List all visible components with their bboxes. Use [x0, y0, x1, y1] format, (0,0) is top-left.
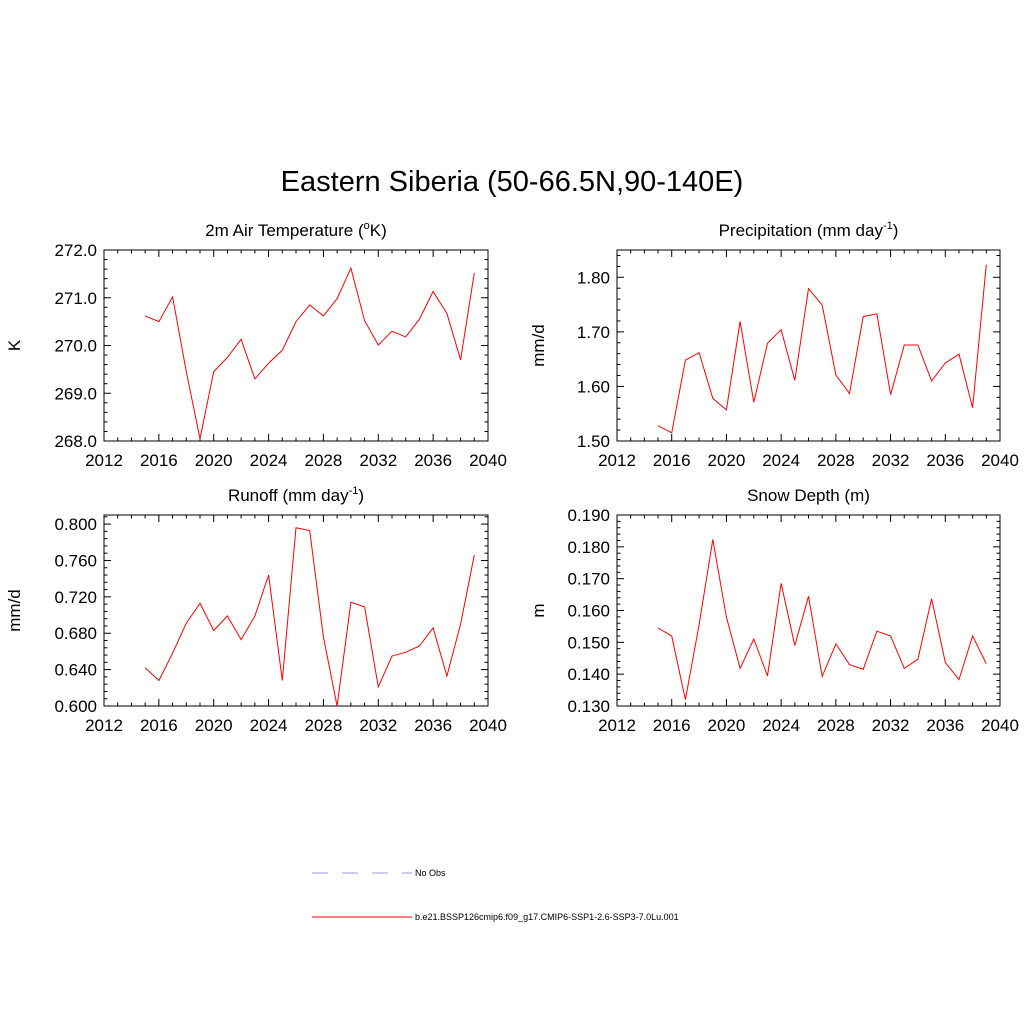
- panel-title-main: Snow Depth (m): [747, 486, 870, 505]
- x-tick-label: 2040: [981, 451, 1019, 470]
- y-tick-label: 0.760: [54, 551, 97, 570]
- plot-frame-snow-depth: [616, 514, 1001, 707]
- y-tick-label: 0.160: [567, 602, 610, 621]
- x-tick-label: 2016: [140, 716, 178, 735]
- x-tick-label: 2012: [85, 716, 123, 735]
- y-tick-label: 271.0: [54, 289, 97, 308]
- x-tick-label: 2036: [414, 451, 452, 470]
- y-tick-label: 0.190: [567, 506, 610, 525]
- panel-title-suffix: K): [370, 221, 387, 240]
- x-tick-label: 2020: [708, 716, 746, 735]
- y-tick-label: 0.130: [567, 697, 610, 716]
- y-axis-label: mm/d: [529, 324, 548, 367]
- legend-model-label: b.e21.BSSP126cmip6.f09_g17.CMIP6-SSP1-2.…: [415, 912, 679, 922]
- panel-title: Precipitation (mm day-1): [719, 220, 899, 240]
- x-tick-label: 2032: [359, 716, 397, 735]
- y-tick-label: 0.680: [54, 624, 97, 643]
- x-tick-label: 2012: [85, 451, 123, 470]
- y-tick-label: 1.80: [577, 268, 610, 287]
- x-tick-label: 2040: [981, 716, 1019, 735]
- panel-title: 2m Air Temperature (oK): [205, 220, 387, 240]
- y-tick-label: 0.180: [567, 538, 610, 557]
- panel-title-superscript: -1: [349, 485, 359, 497]
- series-line-snow-depth: [657, 539, 987, 700]
- x-tick-label: 2040: [469, 451, 507, 470]
- panel-title-main: Precipitation (mm day: [719, 221, 884, 240]
- panel-title-suffix: ): [893, 221, 899, 240]
- panel-title-superscript: o: [364, 220, 370, 232]
- y-tick-label: 0.720: [54, 588, 97, 607]
- y-tick-label: 0.600: [54, 697, 97, 716]
- y-tick-label: 1.50: [577, 432, 610, 451]
- panel-title: Snow Depth (m): [747, 486, 870, 505]
- legend-obs-label: No Obs: [415, 868, 446, 878]
- x-tick-label: 2020: [708, 451, 746, 470]
- x-tick-label: 2036: [926, 451, 964, 470]
- y-axis-label: K: [5, 339, 24, 351]
- panel-runoff: 2012 2016 2020 2024 2028 2032 2036 2040 0.600 0.6…: [5, 485, 507, 735]
- x-tick-label: 2028: [817, 716, 855, 735]
- x-tick-label: 2036: [414, 716, 452, 735]
- x-tick-label: 2024: [250, 716, 288, 735]
- plot-frame-precipitation: [616, 249, 1001, 442]
- y-tick-label: 1.70: [577, 323, 610, 342]
- panel-title-superscript: -1: [883, 220, 893, 232]
- x-tick-label: 2024: [762, 451, 800, 470]
- y-axis-label: m: [529, 603, 548, 617]
- y-tick-label: 268.0: [54, 432, 97, 451]
- panel-temperature: 2012 2016 2020 2024 2028 2032 2036 2040 268.0 269…: [5, 220, 507, 470]
- x-tick-label: 2024: [762, 716, 800, 735]
- x-tick-label: 2020: [195, 716, 233, 735]
- panel-title: Runoff (mm day-1): [228, 485, 364, 505]
- y-tick-label: 272.0: [54, 241, 97, 260]
- series-line-runoff: [144, 527, 475, 707]
- x-tick-label: 2028: [305, 451, 343, 470]
- y-tick-label: 270.0: [54, 337, 97, 356]
- plot-frame-temperature: [103, 249, 489, 442]
- x-tick-label: 2028: [305, 716, 343, 735]
- panel-title-main: 2m Air Temperature (: [205, 221, 364, 240]
- y-tick-label: 0.800: [54, 515, 97, 534]
- x-tick-label: 2032: [359, 451, 397, 470]
- x-tick-label: 2036: [926, 716, 964, 735]
- y-tick-label: 0.640: [54, 661, 97, 680]
- x-tick-label: 2016: [653, 451, 691, 470]
- figure-title: Eastern Siberia (50-66.5N,90-140E): [280, 166, 744, 198]
- x-tick-label: 2028: [817, 451, 855, 470]
- y-tick-label: 0.140: [567, 665, 610, 684]
- x-tick-label: 2012: [598, 451, 636, 470]
- x-tick-label: 2032: [872, 716, 910, 735]
- panel-precipitation: 2012 2016 2020 2024 2028 2032 2036 2040 1.50 1.60…: [529, 220, 1019, 470]
- panel-title-main: Runoff (mm day: [228, 486, 349, 505]
- plot-frame-runoff: [103, 514, 489, 707]
- series-line-precipitation: [657, 264, 987, 434]
- x-tick-label: 2040: [469, 716, 507, 735]
- x-tick-label: 2024: [250, 451, 288, 470]
- x-tick-label: 2016: [653, 716, 691, 735]
- y-tick-label: 1.60: [577, 377, 610, 396]
- y-axis-label: mm/d: [5, 589, 24, 632]
- panel-title-suffix: ): [358, 486, 364, 505]
- x-tick-label: 2032: [872, 451, 910, 470]
- y-tick-label: 0.170: [567, 570, 610, 589]
- x-tick-label: 2012: [598, 716, 636, 735]
- y-tick-label: 0.150: [567, 633, 610, 652]
- x-tick-label: 2020: [195, 451, 233, 470]
- x-tick-label: 2016: [140, 451, 178, 470]
- legend: No Obs b.e21.BSSP126cmip6.f09_g17.CMIP6-…: [312, 868, 679, 922]
- y-tick-label: 269.0: [54, 384, 97, 403]
- series-line-temperature: [144, 266, 475, 439]
- panel-snow-depth: 2012 2016 2020 2024 2028 2032 2036 2040 0.130 0.1…: [529, 486, 1019, 735]
